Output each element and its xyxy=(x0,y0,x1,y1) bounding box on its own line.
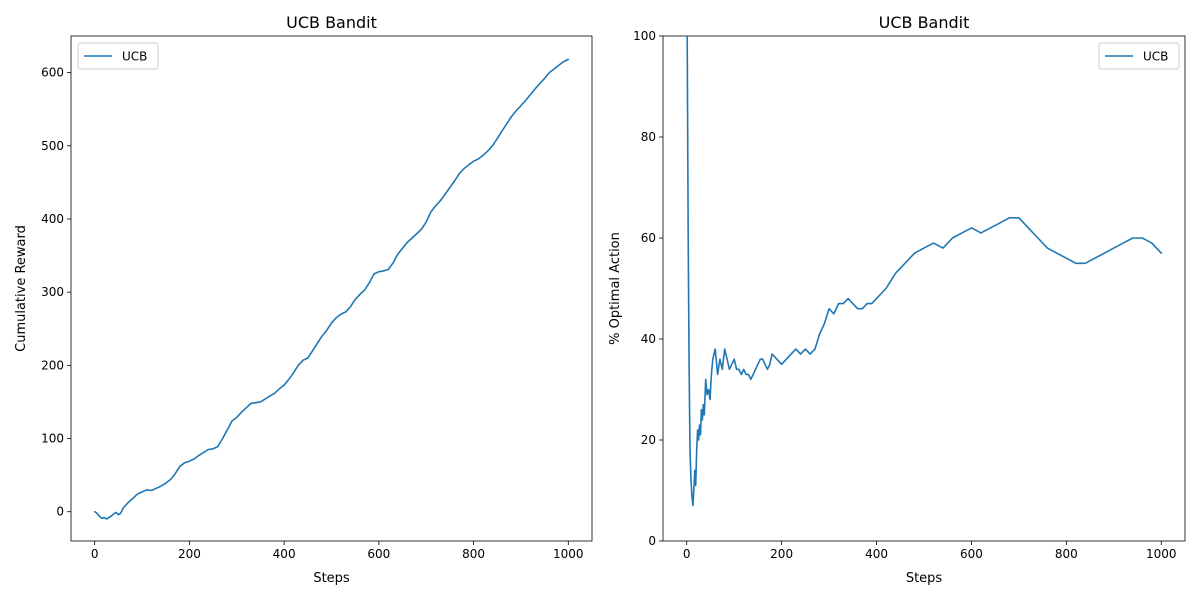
series-line-ucb xyxy=(93,58,570,520)
x-axis: 0 200 400 600 800 1000 xyxy=(91,541,584,561)
x-tick-label: 1000 xyxy=(1146,547,1177,561)
plot-area xyxy=(93,58,570,520)
y-axis-label: Cumulative Reward xyxy=(14,225,29,352)
x-tick-label: 400 xyxy=(273,547,296,561)
x-axis-label: Steps xyxy=(313,571,350,586)
y-tick-label: 0 xyxy=(56,505,64,519)
y-tick-label: 400 xyxy=(41,212,64,226)
series-line-ucb xyxy=(686,35,1163,507)
plot-area xyxy=(686,35,1163,507)
axes-frame xyxy=(70,35,593,542)
y-tick-label: 500 xyxy=(41,139,64,153)
y-axis: 0 20 40 60 80 100 xyxy=(633,29,663,548)
x-tick-label: 600 xyxy=(960,547,983,561)
y-tick-label: 40 xyxy=(641,332,656,346)
x-tick-label: 0 xyxy=(683,547,691,561)
x-axis-label: Steps xyxy=(906,571,943,586)
cumulative-reward-chart: UCB Bandit 0 200 400 600 800 1000 0 100 200 300 4… xyxy=(14,13,593,586)
x-tick-label: 0 xyxy=(91,547,99,561)
y-tick-label: 300 xyxy=(41,285,64,299)
y-axis-label: % Optimal Action xyxy=(608,232,623,345)
legend-box xyxy=(77,42,159,70)
optimal-action-chart: UCB Bandit 0 200 400 600 800 1000 0 20 40 60 80 10… xyxy=(608,13,1186,586)
y-tick-label: 100 xyxy=(41,432,64,446)
legend-label: UCB xyxy=(1143,50,1168,64)
legend: UCB xyxy=(77,42,159,70)
axes-frame xyxy=(662,35,1186,542)
x-tick-label: 800 xyxy=(462,547,485,561)
x-tick-label: 800 xyxy=(1055,547,1078,561)
y-tick-label: 80 xyxy=(641,130,656,144)
chart-title: UCB Bandit xyxy=(286,13,377,32)
x-axis: 0 200 400 600 800 1000 xyxy=(683,541,1177,561)
y-tick-label: 600 xyxy=(41,66,64,80)
x-tick-label: 400 xyxy=(865,547,888,561)
x-tick-label: 1000 xyxy=(553,547,584,561)
legend-label: UCB xyxy=(122,50,147,64)
x-tick-label: 600 xyxy=(367,547,390,561)
legend-box xyxy=(1098,42,1180,70)
y-tick-label: 0 xyxy=(648,534,656,548)
y-tick-label: 200 xyxy=(41,358,64,372)
y-tick-label: 60 xyxy=(641,231,656,245)
y-tick-label: 100 xyxy=(633,29,656,43)
legend: UCB xyxy=(1098,42,1180,70)
y-axis: 0 100 200 300 400 500 600 xyxy=(41,66,71,519)
y-tick-label: 20 xyxy=(641,433,656,447)
chart-title: UCB Bandit xyxy=(879,13,970,32)
x-tick-label: 200 xyxy=(770,547,793,561)
x-tick-label: 200 xyxy=(178,547,201,561)
